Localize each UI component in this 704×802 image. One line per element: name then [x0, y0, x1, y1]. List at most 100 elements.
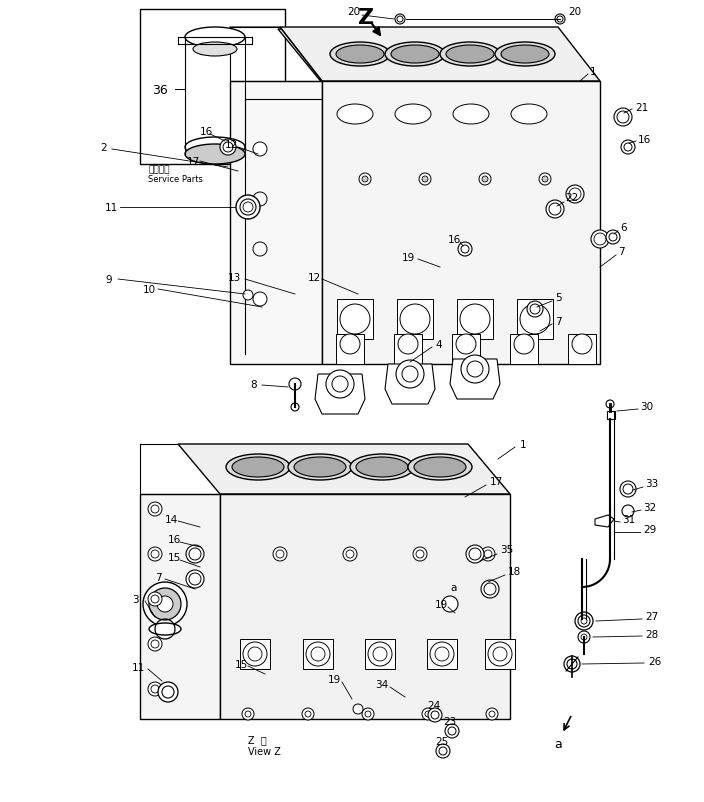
Circle shape: [362, 708, 374, 720]
Polygon shape: [337, 300, 373, 339]
Circle shape: [430, 642, 454, 666]
Circle shape: [539, 174, 551, 186]
Ellipse shape: [337, 105, 373, 125]
Text: 23: 23: [443, 716, 456, 726]
Polygon shape: [303, 639, 333, 669]
Ellipse shape: [226, 455, 290, 480]
Circle shape: [569, 188, 581, 200]
Circle shape: [158, 683, 178, 702]
Ellipse shape: [185, 145, 245, 164]
Text: Service Parts: Service Parts: [148, 176, 203, 184]
Circle shape: [149, 588, 181, 620]
Ellipse shape: [495, 43, 555, 67]
Circle shape: [413, 547, 427, 561]
Text: 11: 11: [105, 203, 118, 213]
Circle shape: [148, 592, 162, 606]
Circle shape: [148, 547, 162, 561]
Circle shape: [243, 290, 253, 301]
Polygon shape: [450, 359, 500, 399]
Circle shape: [481, 581, 499, 598]
Circle shape: [253, 243, 267, 257]
Circle shape: [572, 334, 592, 354]
Polygon shape: [365, 639, 395, 669]
Circle shape: [422, 176, 428, 183]
Text: 12: 12: [225, 140, 238, 150]
Polygon shape: [517, 300, 553, 339]
Polygon shape: [278, 30, 600, 85]
Text: 16: 16: [638, 135, 651, 145]
Ellipse shape: [446, 46, 494, 64]
Text: 10: 10: [143, 285, 156, 294]
Circle shape: [340, 334, 360, 354]
Circle shape: [621, 141, 635, 155]
Text: 16: 16: [200, 127, 213, 137]
Polygon shape: [427, 639, 457, 669]
Ellipse shape: [453, 105, 489, 125]
Polygon shape: [385, 365, 435, 404]
Circle shape: [458, 243, 472, 257]
Circle shape: [445, 724, 459, 738]
Circle shape: [542, 176, 548, 183]
Text: 14: 14: [165, 514, 178, 525]
Text: 24: 24: [427, 700, 440, 710]
Ellipse shape: [356, 457, 408, 477]
Ellipse shape: [185, 138, 245, 158]
Text: 19: 19: [328, 674, 341, 684]
Text: 12: 12: [308, 273, 321, 282]
Circle shape: [575, 612, 593, 630]
Text: 7: 7: [618, 247, 624, 257]
Circle shape: [520, 305, 550, 334]
Polygon shape: [595, 516, 614, 528]
Text: 4: 4: [435, 339, 441, 350]
Ellipse shape: [511, 105, 547, 125]
Text: 15: 15: [235, 659, 249, 669]
Circle shape: [368, 642, 392, 666]
Circle shape: [157, 596, 173, 612]
Text: 32: 32: [643, 502, 656, 512]
Circle shape: [220, 140, 236, 156]
Polygon shape: [322, 82, 600, 365]
Text: 16: 16: [448, 235, 461, 245]
Text: 34: 34: [375, 679, 388, 689]
Polygon shape: [452, 334, 480, 365]
Circle shape: [466, 545, 484, 563]
Circle shape: [359, 174, 371, 186]
Circle shape: [514, 334, 534, 354]
Text: 補給専用: 補給専用: [148, 165, 170, 174]
Circle shape: [326, 371, 354, 399]
Circle shape: [594, 233, 606, 245]
Text: Z: Z: [358, 8, 374, 28]
Circle shape: [546, 200, 564, 219]
Text: 7: 7: [155, 573, 162, 582]
Ellipse shape: [185, 28, 245, 48]
Text: 26: 26: [648, 656, 661, 666]
Circle shape: [481, 547, 495, 561]
Text: 13: 13: [228, 273, 241, 282]
Ellipse shape: [149, 623, 181, 635]
Ellipse shape: [288, 455, 352, 480]
Text: Z  視: Z 視: [248, 734, 267, 744]
Circle shape: [527, 302, 543, 318]
Text: 1: 1: [520, 439, 527, 449]
Text: 33: 33: [645, 479, 658, 488]
Circle shape: [291, 403, 299, 411]
Circle shape: [362, 176, 368, 183]
Circle shape: [614, 109, 632, 127]
Circle shape: [606, 400, 614, 408]
Polygon shape: [397, 300, 433, 339]
Circle shape: [242, 708, 254, 720]
Text: 17: 17: [490, 476, 503, 486]
Text: a: a: [450, 582, 456, 592]
Circle shape: [253, 293, 267, 306]
Circle shape: [289, 379, 301, 391]
Polygon shape: [510, 334, 538, 365]
Circle shape: [143, 582, 187, 626]
Ellipse shape: [232, 457, 284, 477]
Ellipse shape: [336, 46, 384, 64]
Circle shape: [253, 192, 267, 207]
Circle shape: [606, 231, 620, 245]
Text: 21: 21: [635, 103, 648, 113]
Text: 29: 29: [643, 525, 656, 534]
Text: 20: 20: [568, 7, 581, 17]
Circle shape: [236, 196, 260, 220]
